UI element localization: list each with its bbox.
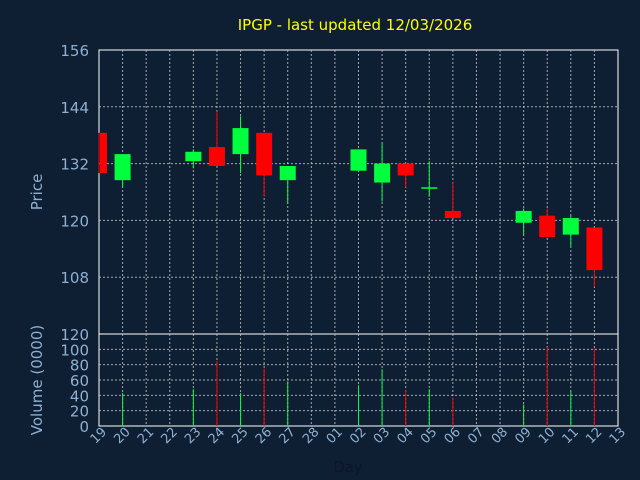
- volume-tick-label: 80: [70, 357, 89, 375]
- volume-tick-label: 0: [79, 418, 89, 436]
- candle-body: [350, 149, 367, 171]
- volume-tick-label: 20: [70, 403, 89, 421]
- candle-body: [279, 165, 296, 181]
- price-tick-label: 156: [60, 42, 89, 60]
- price-axis-label: Price: [28, 174, 46, 211]
- volume-axis-label: Volume (0000): [28, 325, 46, 435]
- candle-body: [444, 210, 461, 219]
- candle-body: [562, 218, 579, 235]
- x-axis-label: Day: [333, 458, 363, 476]
- x-axis-ticks: 19 20 21 22 23 24 25 26 27 28 01 02 03 04 05 06 07 08 09 10…: [88, 425, 629, 447]
- candle-body: [539, 215, 556, 237]
- price-tick-label: 120: [60, 212, 89, 230]
- price-tick-label: 132: [60, 156, 89, 174]
- candle-body: [515, 210, 532, 223]
- volume-tick-label: 120: [60, 326, 89, 344]
- volume-tick-label: 60: [70, 372, 89, 390]
- candle-body: [185, 151, 202, 162]
- price-panel: 108 120 132 144 156: [60, 42, 619, 335]
- price-tick-label: 144: [60, 99, 89, 117]
- candle-body: [232, 128, 249, 155]
- chart-title: IPGP - last updated 12/03/2026: [238, 16, 473, 34]
- candle-body: [100, 132, 107, 174]
- candle-body: [421, 187, 438, 189]
- candle-body: [374, 163, 391, 183]
- candle-body: [586, 227, 603, 271]
- volume-tick-label: 100: [60, 341, 89, 359]
- candle-body: [208, 147, 225, 166]
- candle-body: [397, 163, 414, 176]
- candle-body: [256, 132, 273, 176]
- volume-tick-label: 40: [70, 387, 89, 405]
- candle-body: [114, 154, 131, 181]
- price-tick-label: 108: [60, 269, 89, 287]
